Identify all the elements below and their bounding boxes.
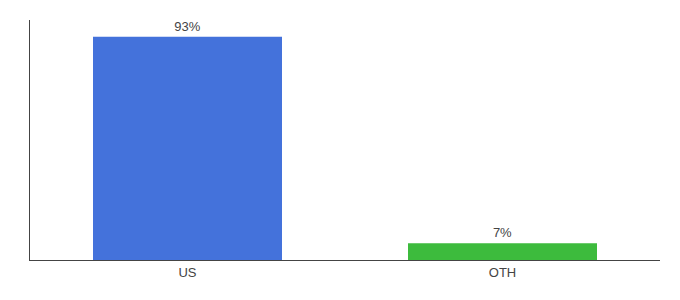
- svg-text:93%: 93%: [174, 19, 200, 34]
- svg-text:7%: 7%: [493, 225, 512, 240]
- svg-text:OTH: OTH: [489, 265, 516, 280]
- svg-text:US: US: [178, 265, 196, 280]
